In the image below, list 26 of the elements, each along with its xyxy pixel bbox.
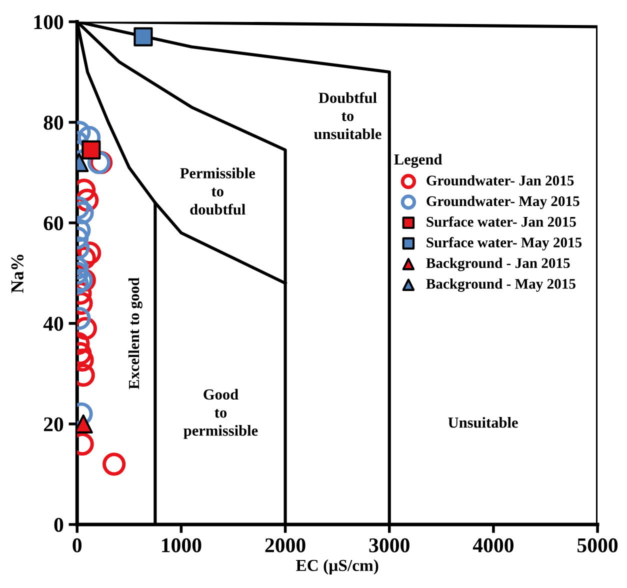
y-axis-title: Na% xyxy=(11,254,24,293)
legend-title: Legend xyxy=(394,154,442,168)
y-tick-label: 40 xyxy=(43,316,64,331)
y-tick-label: 60 xyxy=(44,216,64,230)
annotation: Excellent to good xyxy=(128,278,142,390)
x-tick-label: 2000 xyxy=(265,538,306,552)
y-tick-label: 20 xyxy=(44,417,64,432)
x-axis-title: EC (µS/cm) xyxy=(296,559,378,574)
x-tick-label: 3000 xyxy=(369,538,410,552)
legend-label: Surface water- Jan 2015 xyxy=(426,216,576,227)
y-tick-label: 0 xyxy=(54,518,64,532)
legend-label: Surface water- May 2015 xyxy=(426,236,582,250)
x-tick-label: 0 xyxy=(72,538,82,552)
annotation: Good to permissible xyxy=(184,388,258,439)
x-tick-label: 4000 xyxy=(472,538,514,552)
y-tick-label: 100 xyxy=(34,15,64,30)
y-tick-label: 80 xyxy=(44,116,64,130)
legend-label: Background - May 2015 xyxy=(426,278,576,292)
legend-label: Background - Jan 2015 xyxy=(426,258,570,272)
x-tick-label: 1000 xyxy=(162,538,202,552)
annotation: Unsuitable xyxy=(448,417,518,428)
x-tick-label: 5000 xyxy=(578,538,618,552)
annotation: Doubtful to unsuitable xyxy=(314,92,382,140)
legend-label: Groundwater- May 2015 xyxy=(426,196,580,210)
legend-label: Groundwater- Jan 2015 xyxy=(426,175,574,186)
annotation: Permissible to doubtful xyxy=(180,168,255,215)
